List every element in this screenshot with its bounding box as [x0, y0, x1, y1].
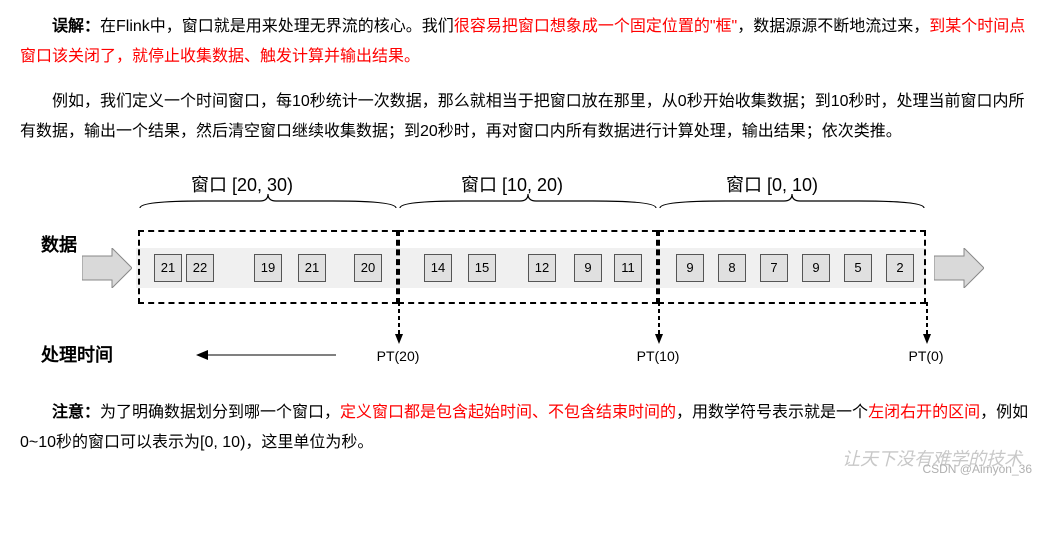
data-cell: 14	[424, 254, 452, 282]
data-cell: 9	[802, 254, 830, 282]
tick-arrow-icon	[922, 302, 923, 344]
label-note: 注意：	[52, 404, 100, 421]
p3-red-c: 定义窗口都是包含起始时间、不包含结束时间的	[340, 404, 676, 421]
data-cell: 12	[528, 254, 556, 282]
data-cell: 22	[186, 254, 214, 282]
arrow-in-icon	[82, 248, 132, 288]
tick-arrow-icon	[394, 302, 395, 344]
label-misunderstanding: 误解：	[52, 18, 100, 35]
watermark-csdn: CSDN @Aimyon_36	[922, 458, 1032, 481]
window-diagram: 数据 处理时间 窗口 [20, 30)窗口 [10, 20)窗口 [0, 10)…	[76, 168, 976, 388]
paragraph-note: 注意：为了明确数据划分到哪一个窗口，定义窗口都是包含起始时间、不包含结束时间的，…	[20, 398, 1032, 459]
p3-text-d: ，用数学符号表示就是一个	[676, 404, 868, 421]
data-cell: 2	[886, 254, 914, 282]
tick-arrow-icon	[654, 302, 655, 344]
brace-icon	[398, 192, 658, 206]
data-cell: 5	[844, 254, 872, 282]
time-direction-arrow-icon	[196, 343, 336, 373]
p1-text-d: ，数据源源不断地流过来，	[737, 18, 929, 35]
brace-icon	[138, 192, 398, 206]
data-cell: 19	[254, 254, 282, 282]
data-cell: 8	[718, 254, 746, 282]
label-data: 数据	[41, 228, 77, 262]
paragraph-example: 例如，我们定义一个时间窗口，每10秒统计一次数据，那么就相当于把窗口放在那里，从…	[20, 87, 1032, 148]
data-cell: 15	[468, 254, 496, 282]
data-cell: 21	[154, 254, 182, 282]
data-cell: 11	[614, 254, 642, 282]
pt-label: PT(20)	[377, 343, 420, 370]
paragraph-misunderstanding: 误解：在Flink中，窗口就是用来处理无界流的核心。我们很容易把窗口想象成一个固…	[20, 12, 1032, 73]
data-cell: 9	[574, 254, 602, 282]
label-processing-time: 处理时间	[41, 338, 113, 372]
data-cell: 7	[760, 254, 788, 282]
data-cell: 9	[676, 254, 704, 282]
pt-label: PT(0)	[909, 343, 944, 370]
data-cell: 21	[298, 254, 326, 282]
arrow-out-icon	[934, 248, 984, 288]
brace-icon	[658, 192, 926, 206]
p1-text-b: 在Flink中，窗口就是用来处理无界流的核心。我们	[100, 18, 454, 35]
data-cell: 20	[354, 254, 382, 282]
pt-label: PT(10)	[637, 343, 680, 370]
p1-red-c: 很容易把窗口想象成一个固定位置的"框"	[454, 18, 737, 35]
p3-red-e: 左闭右开的区间	[868, 404, 980, 421]
p3-text-b: 为了明确数据划分到哪一个窗口，	[100, 404, 340, 421]
